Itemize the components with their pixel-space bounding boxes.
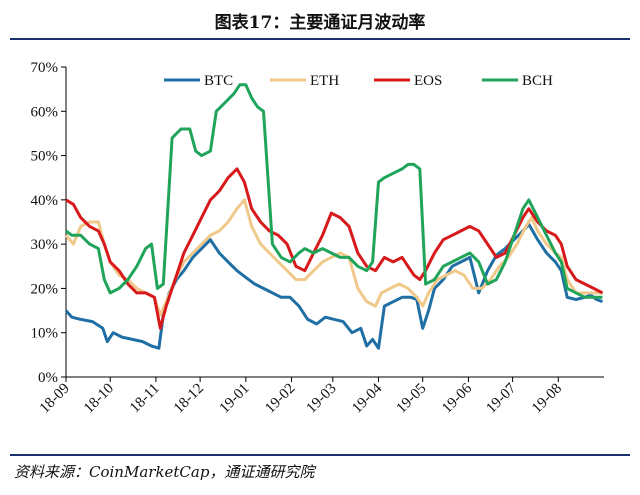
x-tick-label: 19-02 (262, 381, 298, 417)
legend-label-eos: EOS (414, 73, 442, 89)
x-tick-label: 18-12 (171, 381, 207, 417)
y-tick-label: 10% (31, 326, 59, 342)
volatility-chart: 0%10%20%30%40%50%60%70% 18-09 18-10 18-11 1… (31, 60, 604, 417)
x-tick-label: 19-05 (393, 381, 429, 417)
series-line-bch (65, 83, 603, 299)
x-tick-label: 19-04 (349, 380, 385, 416)
y-tick-label: 0% (38, 370, 58, 386)
legend-label-btc: BTC (204, 73, 233, 89)
chart-title: 图表17：主要通证月波动率 (214, 13, 426, 33)
x-tick-label: 18-10 (81, 381, 117, 417)
series-layer (64, 83, 604, 350)
x-tick-label: 19-03 (304, 381, 340, 417)
source-note: 资料来源：CoinMarketCap，通证通研究院 (14, 463, 315, 481)
y-tick-label: 60% (31, 104, 59, 120)
y-tick-label: 20% (31, 281, 59, 297)
legend: BTC ETH EOS BCH (164, 73, 553, 89)
x-tick-label: 19-01 (217, 381, 253, 417)
x-tick-label: 19-06 (439, 380, 475, 416)
y-tick-label: 30% (31, 237, 59, 253)
source-rule (10, 454, 630, 456)
y-tick-label: 70% (31, 60, 59, 76)
legend-label-eth: ETH (310, 73, 339, 89)
x-tick-label: 19-08 (529, 381, 565, 417)
y-tick-label: 50% (31, 149, 59, 165)
x-tick-label: 19-07 (483, 380, 519, 416)
y-axis: 0% 10% 20% 30% 40% 50% 60% 70% (31, 60, 67, 386)
legend-label-bch: BCH (522, 73, 553, 89)
x-tick-label: 18-11 (127, 381, 163, 417)
x-axis: 18-09 18-10 18-11 18-12 19-01 19-02 19-03 19-04… (37, 376, 604, 417)
y-tick-label: 40% (31, 193, 59, 209)
title-rule (10, 38, 630, 40)
series-line-btc (64, 222, 604, 350)
